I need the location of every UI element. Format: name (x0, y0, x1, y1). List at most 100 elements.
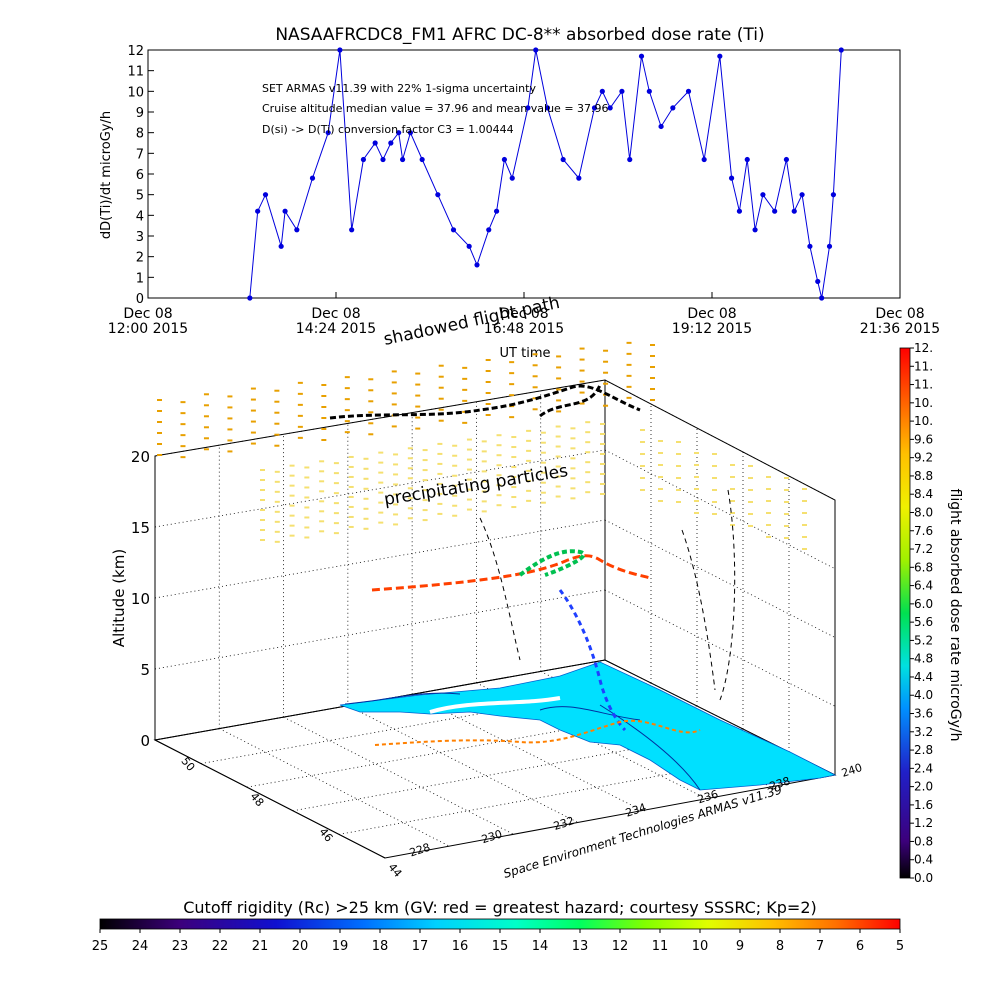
dose-rate-point (560, 156, 566, 163)
dose-rate-point (380, 156, 386, 163)
latitude-tick-label: 50 (179, 755, 198, 774)
dose-rate-point (772, 208, 778, 214)
floor-front-edge (154, 739, 386, 859)
flight-path-3d-overlay (518, 549, 586, 577)
floor-gridline (283, 716, 514, 835)
rigidity-colorbar-tick-label: 25 (92, 939, 109, 954)
dose-colorbar-tick-label: 3.2 (914, 725, 933, 739)
dose-colorbar-tick-label: 8.0 (914, 505, 933, 519)
dose-rate-point (533, 47, 539, 53)
dose-rate-point (493, 208, 500, 214)
top-y-tick-label: 10 (127, 85, 144, 100)
dose-rate-point (638, 53, 645, 59)
rigidity-colorbar-ticks: 25 24 23 22 21 20 19 18 17 16 15 14 13 12 11 10 9 8 7 6 5 (92, 929, 904, 954)
precipitating-particle-dashes (260, 421, 807, 550)
rigidity-colorbar-tick-label: 12 (612, 939, 629, 954)
dose-colorbar-tick-label: 7.6 (914, 524, 933, 538)
flight-descent-path (558, 589, 627, 732)
dose-rate-point (255, 208, 261, 214)
dose-colorbar-tick-label: 8.4 (914, 487, 933, 501)
dose-rate-point (474, 262, 480, 268)
dose-rate-point (509, 175, 515, 181)
dose-colorbar-label: flight absorbed dose rate microGy/h (947, 489, 963, 742)
dose-colorbar-tick-label: 9.6 (914, 432, 933, 446)
dose-colorbar-tick-label: 10. (914, 414, 933, 428)
longitude-axis-label: Space Environment Technologies ARMAS v11… (502, 783, 784, 881)
dose-rate-point (388, 140, 394, 146)
dose-colorbar-tick-label: 0.8 (914, 834, 933, 848)
dose-colorbar-tick-label: 1.2 (914, 816, 933, 830)
dose-colorbar-tick-label: 5.2 (914, 633, 933, 647)
annotation-software: SET ARMAS v11.39 with 22% 1-sigma uncert… (262, 82, 536, 95)
dose-rate-point (450, 227, 457, 233)
dose-rate-point (736, 208, 743, 214)
left-wall-altitude-gridline (154, 449, 606, 528)
dose-rate-point (262, 192, 269, 198)
dose-rate-point (419, 156, 425, 163)
dose-rate-series (247, 47, 844, 301)
dose-colorbar-tick-label: 2.4 (914, 761, 933, 775)
dose-rate-point (815, 278, 821, 285)
rigidity-colorbar-tick-label: 23 (172, 939, 189, 954)
rigidity-colorbar-tick-label: 13 (572, 939, 589, 954)
rigidity-colorbar-tick-label: 19 (332, 939, 349, 954)
floor-gridline (292, 728, 744, 812)
top-y-tick-label: 6 (136, 168, 144, 183)
dose-rate-point (591, 105, 598, 111)
top-x-tick-label-time: 21:36 2015 (860, 321, 940, 337)
rigidity-colorbar-title: Cutoff rigidity (Rc) >25 km (GV: red = g… (183, 898, 817, 917)
dose-rate-point (728, 175, 735, 181)
dose-colorbar-tick-label: 7.2 (914, 542, 933, 556)
dose-rate-point (372, 140, 378, 146)
altitude-tick-label: 0 (140, 732, 150, 750)
floor-gridline (338, 751, 790, 835)
rigidity-colorbar-tick-label: 17 (412, 939, 429, 954)
rigidity-colorbar-tick-label: 10 (692, 939, 709, 954)
top-y-tick-label: 11 (127, 65, 144, 80)
dose-colorbar-tick-label: 11. (914, 359, 933, 373)
floor-gridline (347, 705, 579, 823)
top-x-tick-label-date: Dec 08 (499, 306, 548, 322)
left-wall-altitude-gridline (154, 519, 606, 599)
dose-rate-point (619, 88, 625, 94)
latitude-tick-label: 48 (248, 790, 267, 809)
dose-rate-point (282, 208, 288, 214)
altitude-tick-label: 5 (140, 661, 150, 679)
rigidity-colorbar-gradient (99, 918, 901, 930)
flight-path-3d (371, 554, 651, 592)
top-y-tick-label: 0 (136, 292, 144, 307)
dose-rate-point (791, 208, 797, 214)
ground-map (339, 661, 837, 791)
dose-rate-point (819, 295, 825, 301)
top-x-tick-label-time: 14:24 2015 (296, 321, 376, 337)
dose-rate-point (501, 156, 508, 163)
left-wall-altitude-gridline (154, 589, 606, 670)
longitude-tick-label: 228 (408, 841, 432, 860)
top-x-tick-label-date: Dec 08 (123, 306, 172, 322)
dose-colorbar-tick-label: 5.6 (914, 615, 933, 629)
right-wall-altitude-gridline (604, 519, 836, 638)
dose-rate-point (627, 156, 633, 163)
top-y-tick-label: 4 (136, 209, 144, 224)
rigidity-colorbar-tick-label: 5 (896, 939, 904, 954)
dose-colorbar-gradient (899, 347, 911, 879)
dose-rate-line (249, 49, 842, 299)
dose-colorbar-ticks: 0.0 0.4 0.8 1.2 1.6 2.0 2.4 2.8 3.2 3.6 4.0 4.4 4.8 5… (910, 341, 933, 885)
dose-colorbar-tick-label: 1.6 (914, 798, 933, 812)
top-annotations: SET ARMAS v11.39 with 22% 1-sigma uncert… (262, 82, 609, 136)
top-y-tick-label: 8 (136, 127, 144, 142)
top-x-tick-label-time: 19:12 2015 (672, 321, 752, 337)
dose-rate-point (607, 105, 613, 111)
wall-grid (154, 379, 836, 776)
dose-rate-point (685, 88, 692, 94)
ground-flight-trace (374, 719, 701, 746)
top-y-tick-label: 3 (136, 230, 144, 245)
rigidity-colorbar-tick-label: 6 (856, 939, 864, 954)
shadow-drop-lines (479, 489, 736, 701)
dose-rate-point (826, 243, 833, 249)
top-y-tick-label: 9 (136, 106, 144, 121)
dose-rate-point (466, 243, 472, 249)
top-x-tick-label-date: Dec 08 (875, 306, 924, 322)
